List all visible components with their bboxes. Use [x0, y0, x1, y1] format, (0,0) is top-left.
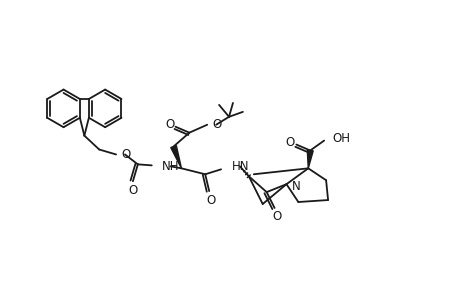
Text: O: O [121, 148, 130, 161]
Polygon shape [307, 150, 313, 168]
Text: N: N [291, 180, 300, 193]
Text: O: O [285, 136, 294, 149]
Text: O: O [128, 184, 137, 196]
Text: O: O [206, 194, 215, 206]
Text: NH: NH [161, 160, 179, 173]
Polygon shape [170, 146, 181, 168]
Text: O: O [165, 118, 174, 131]
Text: HN: HN [231, 160, 249, 173]
Text: OH: OH [331, 132, 349, 145]
Text: O: O [212, 118, 221, 131]
Text: O: O [271, 210, 280, 224]
